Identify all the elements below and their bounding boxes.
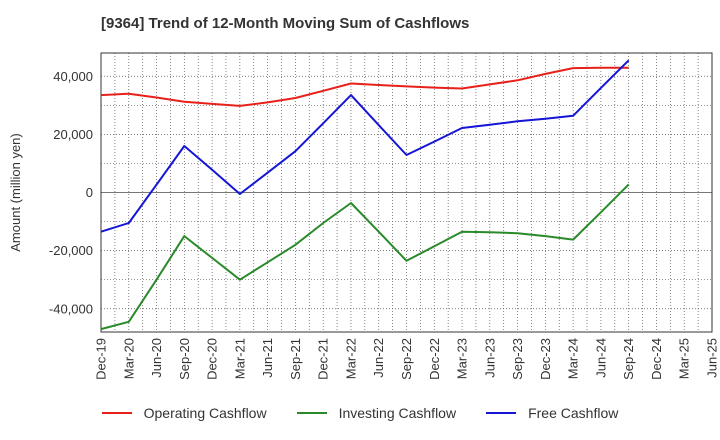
y-tick-label: 40,000: [53, 69, 93, 84]
legend-label-free: Free Cashflow: [528, 405, 619, 421]
x-tick-label: Jun-21: [260, 338, 275, 378]
x-tick-label: Dec-21: [316, 338, 331, 380]
series-line-2: [100, 59, 630, 233]
x-tick-label: Dec-23: [538, 338, 553, 380]
series-line-0: [100, 66, 629, 107]
x-tick-label: Mar-25: [677, 338, 692, 379]
x-tick-label: Sep-21: [288, 338, 303, 380]
x-tick-label: Jun-25: [705, 338, 720, 378]
legend-swatch-free: [486, 412, 517, 414]
y-tick-label: 0: [86, 185, 93, 200]
y-tick-label: 20,000: [53, 127, 93, 142]
plot-border: [100, 52, 713, 333]
x-tick-label: Jun-24: [593, 338, 608, 378]
legend-swatch-operating: [101, 412, 132, 414]
legend-item-operating: Operating Cashflow: [101, 405, 267, 421]
x-tick-label: Jun-22: [371, 338, 386, 378]
legend-item-free: Free Cashflow: [486, 405, 618, 421]
x-tick-label: Sep-22: [399, 338, 414, 380]
x-tick-label: Mar-21: [232, 338, 247, 379]
x-tick-label: Dec-19: [94, 338, 109, 380]
x-tick-label: Jun-23: [482, 338, 497, 378]
x-tick-label: Mar-22: [343, 338, 358, 379]
legend-swatch-investing: [296, 412, 327, 414]
x-tick-label: Dec-22: [427, 338, 442, 380]
y-tick-label: -20,000: [49, 243, 93, 258]
x-tick-label: Jun-20: [149, 338, 164, 378]
x-tick-label: Dec-24: [649, 338, 664, 380]
legend-label-investing: Investing Cashflow: [338, 405, 457, 421]
series-line-1: [100, 183, 630, 331]
x-tick-label: Mar-23: [455, 338, 470, 379]
legend: Operating Cashflow Investing Cashflow Fr…: [0, 405, 720, 421]
x-tick-label: Sep-24: [621, 338, 636, 380]
x-tick-label: Sep-23: [510, 338, 525, 380]
legend-label-operating: Operating Cashflow: [143, 405, 267, 421]
y-tick-label: -40,000: [49, 301, 93, 316]
legend-item-investing: Investing Cashflow: [296, 405, 457, 421]
x-tick-label: Dec-20: [205, 338, 220, 380]
chart-title: [9364] Trend of 12-Month Moving Sum of C…: [101, 15, 470, 32]
x-tick-label: Mar-20: [121, 338, 136, 379]
x-tick-label: Sep-20: [177, 338, 192, 380]
y-axis-title: Amount (million yen): [8, 133, 23, 252]
x-tick-label: Mar-24: [566, 338, 581, 379]
